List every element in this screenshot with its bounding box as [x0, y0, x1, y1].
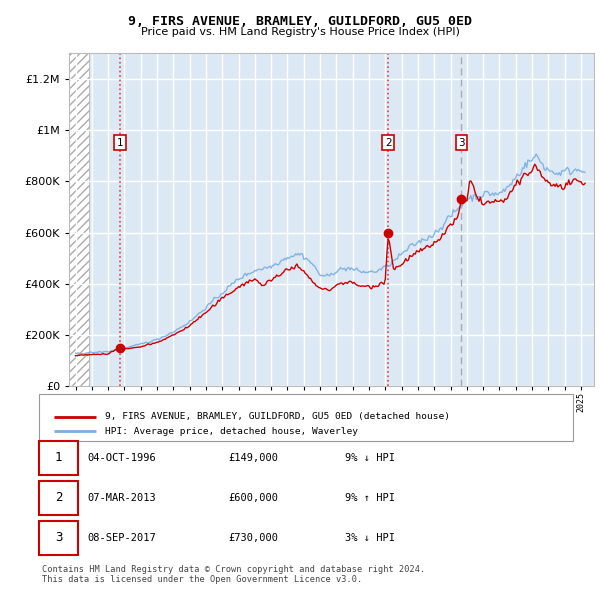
Text: 9% ↓ HPI: 9% ↓ HPI — [345, 453, 395, 463]
Text: 08-SEP-2017: 08-SEP-2017 — [87, 533, 156, 543]
FancyBboxPatch shape — [39, 441, 78, 474]
Text: 9, FIRS AVENUE, BRAMLEY, GUILDFORD, GU5 0ED: 9, FIRS AVENUE, BRAMLEY, GUILDFORD, GU5 … — [128, 15, 472, 28]
Text: £600,000: £600,000 — [228, 493, 278, 503]
Text: 3: 3 — [458, 138, 465, 148]
Text: 1: 1 — [117, 138, 124, 148]
FancyBboxPatch shape — [39, 394, 573, 441]
Text: 9, FIRS AVENUE, BRAMLEY, GUILDFORD, GU5 0ED (detached house): 9, FIRS AVENUE, BRAMLEY, GUILDFORD, GU5 … — [105, 412, 450, 421]
Text: Price paid vs. HM Land Registry's House Price Index (HPI): Price paid vs. HM Land Registry's House … — [140, 27, 460, 37]
Text: 2: 2 — [55, 491, 62, 504]
Text: 2: 2 — [385, 138, 391, 148]
Text: 3: 3 — [55, 532, 62, 545]
FancyBboxPatch shape — [39, 481, 78, 514]
Text: 1: 1 — [55, 451, 62, 464]
Text: 9% ↑ HPI: 9% ↑ HPI — [345, 493, 395, 503]
Text: HPI: Average price, detached house, Waverley: HPI: Average price, detached house, Wave… — [105, 427, 358, 435]
Bar — [69, 53, 89, 386]
Text: 04-OCT-1996: 04-OCT-1996 — [87, 453, 156, 463]
Text: Contains HM Land Registry data © Crown copyright and database right 2024.
This d: Contains HM Land Registry data © Crown c… — [42, 565, 425, 584]
FancyBboxPatch shape — [39, 521, 78, 555]
Text: £149,000: £149,000 — [228, 453, 278, 463]
Text: 07-MAR-2013: 07-MAR-2013 — [87, 493, 156, 503]
Text: £730,000: £730,000 — [228, 533, 278, 543]
Text: 3% ↓ HPI: 3% ↓ HPI — [345, 533, 395, 543]
